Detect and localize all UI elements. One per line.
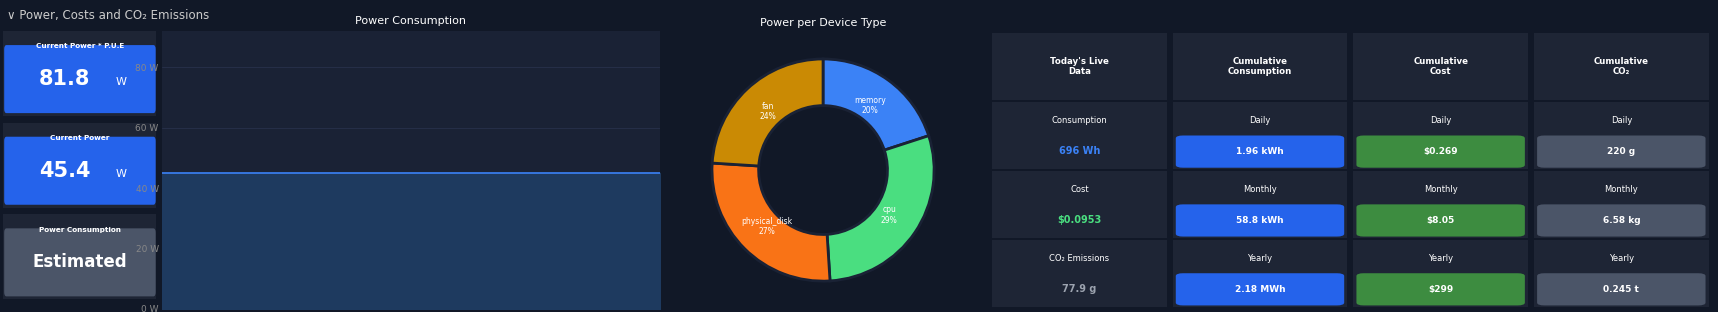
Text: 6.58 kg: 6.58 kg bbox=[1603, 216, 1641, 225]
FancyBboxPatch shape bbox=[3, 137, 156, 205]
Text: physical_disk
27%: physical_disk 27% bbox=[740, 217, 792, 236]
FancyBboxPatch shape bbox=[991, 102, 1167, 169]
Text: Today's Live
Data: Today's Live Data bbox=[1050, 57, 1108, 76]
FancyBboxPatch shape bbox=[1175, 273, 1343, 305]
Text: Yearly: Yearly bbox=[1247, 254, 1273, 262]
Text: fan
24%: fan 24% bbox=[759, 102, 777, 121]
FancyBboxPatch shape bbox=[1534, 102, 1709, 169]
Text: Monthly: Monthly bbox=[1424, 185, 1457, 194]
FancyBboxPatch shape bbox=[1354, 102, 1527, 169]
FancyBboxPatch shape bbox=[1538, 204, 1706, 236]
Text: cpu
29%: cpu 29% bbox=[881, 205, 897, 225]
FancyBboxPatch shape bbox=[3, 45, 156, 113]
FancyBboxPatch shape bbox=[1357, 135, 1526, 168]
Text: 0.245 t: 0.245 t bbox=[1603, 285, 1639, 294]
Title: Power Consumption: Power Consumption bbox=[356, 16, 466, 26]
Text: CO₂ Emissions: CO₂ Emissions bbox=[1050, 254, 1110, 262]
Text: 220 g: 220 g bbox=[1608, 147, 1636, 156]
Text: memory
20%: memory 20% bbox=[854, 96, 886, 115]
FancyBboxPatch shape bbox=[1354, 240, 1527, 307]
Title: Power per Device Type: Power per Device Type bbox=[759, 18, 886, 28]
Text: Cumulative
CO₂: Cumulative CO₂ bbox=[1594, 57, 1649, 76]
FancyBboxPatch shape bbox=[3, 214, 156, 299]
FancyBboxPatch shape bbox=[1534, 33, 1709, 100]
FancyBboxPatch shape bbox=[991, 240, 1167, 307]
FancyBboxPatch shape bbox=[1357, 273, 1526, 305]
Text: 81.8: 81.8 bbox=[40, 69, 91, 89]
FancyBboxPatch shape bbox=[1538, 135, 1706, 168]
FancyBboxPatch shape bbox=[1173, 33, 1347, 100]
FancyBboxPatch shape bbox=[991, 171, 1167, 238]
FancyBboxPatch shape bbox=[1534, 171, 1709, 238]
Text: Yearly: Yearly bbox=[1608, 254, 1634, 262]
Wedge shape bbox=[713, 59, 823, 166]
FancyBboxPatch shape bbox=[1173, 102, 1347, 169]
FancyBboxPatch shape bbox=[3, 123, 156, 207]
Text: 58.8 kWh: 58.8 kWh bbox=[1237, 216, 1283, 225]
Text: 45.4: 45.4 bbox=[40, 161, 91, 181]
Text: Power Consumption: Power Consumption bbox=[40, 227, 120, 233]
FancyBboxPatch shape bbox=[1357, 204, 1526, 236]
Text: W: W bbox=[115, 168, 127, 178]
FancyBboxPatch shape bbox=[1538, 273, 1706, 305]
Text: 2.18 MWh: 2.18 MWh bbox=[1235, 285, 1285, 294]
Text: W: W bbox=[115, 77, 127, 87]
Text: 1.96 kWh: 1.96 kWh bbox=[1237, 147, 1283, 156]
FancyBboxPatch shape bbox=[3, 31, 156, 116]
Text: Estimated: Estimated bbox=[33, 253, 127, 271]
Text: Current Power * P.U.E: Current Power * P.U.E bbox=[36, 43, 124, 50]
Text: Cumulative
Consumption: Cumulative Consumption bbox=[1228, 57, 1292, 76]
FancyBboxPatch shape bbox=[1173, 240, 1347, 307]
Text: 696 Wh: 696 Wh bbox=[1058, 146, 1100, 156]
Text: Cost: Cost bbox=[1070, 185, 1089, 194]
Text: Daily: Daily bbox=[1611, 116, 1632, 125]
Text: ∨ Power, Costs and CO₂ Emissions: ∨ Power, Costs and CO₂ Emissions bbox=[7, 9, 210, 22]
FancyBboxPatch shape bbox=[1175, 135, 1343, 168]
Text: $299: $299 bbox=[1428, 285, 1453, 294]
FancyBboxPatch shape bbox=[3, 228, 156, 296]
Text: Daily: Daily bbox=[1249, 116, 1271, 125]
FancyBboxPatch shape bbox=[1354, 33, 1527, 100]
Wedge shape bbox=[823, 59, 929, 150]
Text: $0.269: $0.269 bbox=[1423, 147, 1459, 156]
Text: Monthly: Monthly bbox=[1605, 185, 1639, 194]
Text: 77.9 g: 77.9 g bbox=[1062, 284, 1096, 294]
FancyBboxPatch shape bbox=[1354, 171, 1527, 238]
FancyBboxPatch shape bbox=[1534, 240, 1709, 307]
Text: Daily: Daily bbox=[1429, 116, 1452, 125]
Text: Consumption: Consumption bbox=[1051, 116, 1106, 125]
FancyBboxPatch shape bbox=[1173, 171, 1347, 238]
Text: Current Power: Current Power bbox=[50, 135, 110, 141]
Text: Cumulative
Cost: Cumulative Cost bbox=[1414, 57, 1469, 76]
Wedge shape bbox=[711, 163, 830, 281]
Text: Yearly: Yearly bbox=[1428, 254, 1453, 262]
Text: $0.0953: $0.0953 bbox=[1057, 215, 1101, 225]
Wedge shape bbox=[826, 136, 935, 281]
FancyBboxPatch shape bbox=[991, 33, 1167, 100]
Text: Monthly: Monthly bbox=[1244, 185, 1276, 194]
Text: $8.05: $8.05 bbox=[1426, 216, 1455, 225]
FancyBboxPatch shape bbox=[1175, 204, 1343, 236]
